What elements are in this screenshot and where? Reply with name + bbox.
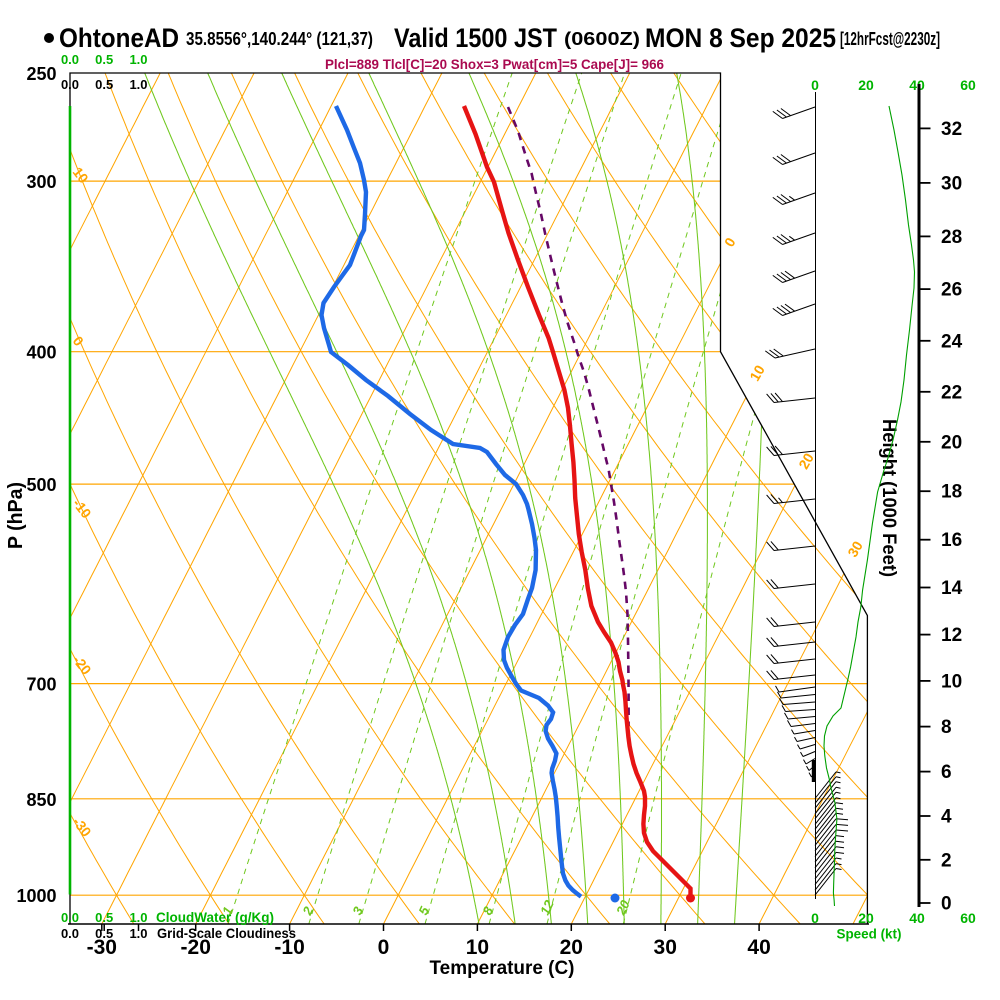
svg-text:0.5: 0.5 — [95, 77, 113, 92]
svg-text:Grid-Scale Cloudiness: Grid-Scale Cloudiness — [157, 925, 296, 941]
svg-text:Height (1000 Feet): Height (1000 Feet) — [878, 419, 899, 577]
svg-text:60: 60 — [960, 910, 976, 926]
svg-text:1.0: 1.0 — [129, 926, 147, 941]
svg-text:300: 300 — [26, 172, 56, 192]
svg-text:1.0: 1.0 — [129, 52, 147, 67]
svg-text:2: 2 — [941, 850, 952, 871]
svg-text:1.0: 1.0 — [129, 910, 147, 925]
svg-text:20: 20 — [613, 897, 633, 918]
svg-text:MON 8 Sep 2025: MON 8 Sep 2025 — [645, 23, 836, 53]
svg-text:20: 20 — [560, 936, 583, 959]
svg-text:40: 40 — [747, 936, 770, 959]
svg-text:0.5: 0.5 — [95, 910, 113, 925]
svg-text:-10: -10 — [274, 936, 304, 959]
svg-text:Plcl=889 Tlcl[C]=20 Shox=3 Pwa: Plcl=889 Tlcl[C]=20 Shox=3 Pwat[cm]=5 Ca… — [325, 56, 664, 72]
svg-text:250: 250 — [26, 64, 56, 84]
svg-text:40: 40 — [909, 77, 925, 93]
svg-text:14: 14 — [941, 578, 963, 599]
svg-text:10: 10 — [746, 362, 768, 384]
svg-text:0.5: 0.5 — [95, 926, 113, 941]
svg-text:Valid 1500 JST: Valid 1500 JST — [394, 23, 557, 53]
svg-text:30: 30 — [941, 173, 962, 194]
svg-text:0: 0 — [811, 910, 819, 926]
svg-text:0: 0 — [378, 936, 390, 959]
svg-text:(0600Z): (0600Z) — [564, 29, 640, 49]
svg-text:35.8556°,140.244° (121,37): 35.8556°,140.244° (121,37) — [186, 29, 373, 49]
svg-text:20: 20 — [795, 450, 817, 472]
svg-text:32: 32 — [941, 119, 962, 140]
svg-text:24: 24 — [941, 331, 963, 352]
svg-text:1.0: 1.0 — [129, 77, 147, 92]
svg-text:20: 20 — [858, 77, 874, 93]
svg-text:0.0: 0.0 — [61, 926, 79, 941]
svg-text:40: 40 — [909, 910, 925, 926]
svg-text:60: 60 — [960, 77, 976, 93]
svg-text:0: 0 — [941, 894, 952, 915]
svg-text:Temperature (C): Temperature (C) — [430, 958, 575, 979]
svg-text:-20: -20 — [181, 936, 211, 959]
svg-text:4: 4 — [941, 807, 952, 828]
svg-text:16: 16 — [941, 530, 962, 551]
svg-text:700: 700 — [26, 675, 56, 695]
svg-text:20: 20 — [858, 910, 874, 926]
svg-text:400: 400 — [26, 343, 56, 363]
svg-text:6: 6 — [941, 762, 952, 783]
svg-text:[12hrFcst@2230z]: [12hrFcst@2230z] — [840, 28, 940, 49]
svg-text:OhtoneAD: OhtoneAD — [59, 23, 179, 53]
svg-text:0.5: 0.5 — [95, 52, 113, 67]
svg-text:26: 26 — [941, 280, 962, 301]
svg-text:P (hPa): P (hPa) — [5, 482, 27, 549]
svg-text:30: 30 — [654, 936, 677, 959]
svg-text:8: 8 — [941, 717, 952, 738]
svg-text:10: 10 — [466, 936, 489, 959]
svg-text:12: 12 — [941, 625, 962, 646]
svg-text:12: 12 — [537, 897, 557, 917]
svg-text:22: 22 — [941, 382, 962, 403]
svg-text:-30: -30 — [87, 936, 117, 959]
svg-text:28: 28 — [941, 227, 962, 248]
svg-text:0.0: 0.0 — [61, 77, 79, 92]
svg-text:20: 20 — [941, 432, 962, 453]
svg-text:CloudWater (g/Kg): CloudWater (g/Kg) — [156, 909, 274, 925]
svg-text:30: 30 — [844, 538, 866, 560]
svg-text:0: 0 — [811, 77, 819, 93]
svg-text:10: 10 — [941, 671, 962, 692]
svg-text:18: 18 — [941, 482, 962, 503]
svg-text:850: 850 — [26, 790, 56, 810]
svg-text:0.0: 0.0 — [61, 910, 79, 925]
svg-text:Speed (kt): Speed (kt) — [837, 926, 902, 942]
svg-text:1000: 1000 — [16, 886, 56, 906]
svg-text:0.0: 0.0 — [61, 52, 79, 67]
svg-text:500: 500 — [26, 475, 56, 495]
